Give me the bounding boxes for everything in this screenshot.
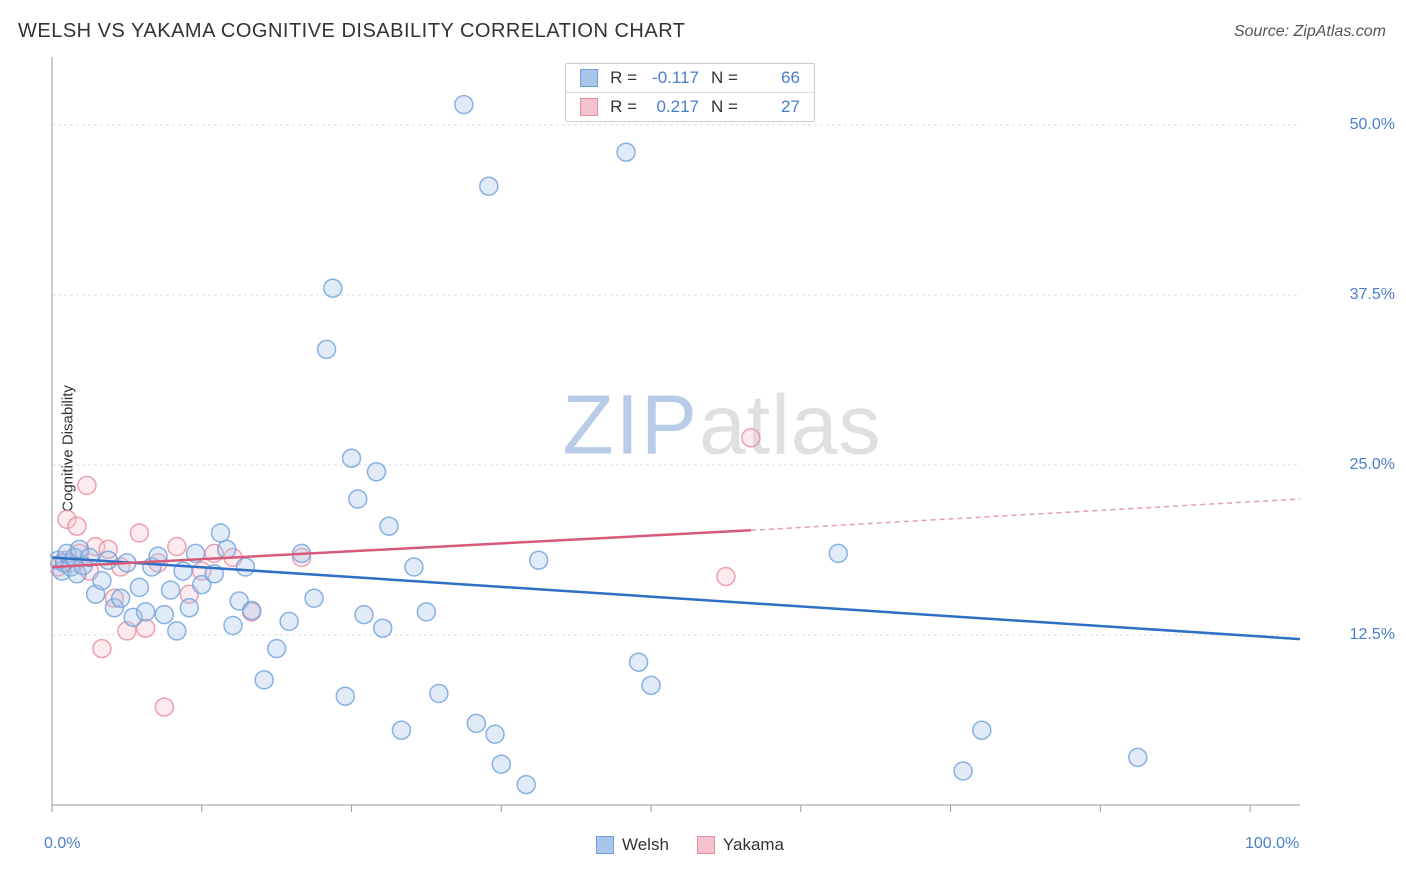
square-icon <box>697 836 715 854</box>
stat-r-value: 0.217 <box>649 97 699 117</box>
legend-item-yakama: Yakama <box>697 835 784 855</box>
stat-r-label: R = <box>610 68 637 88</box>
stat-n-label: N = <box>711 97 738 117</box>
y-tick-label: 12.5% <box>1350 626 1395 644</box>
y-tick-label: 37.5% <box>1350 286 1395 304</box>
legend-item-welsh: Welsh <box>596 835 669 855</box>
x-tick-label: 0.0% <box>44 835 80 853</box>
y-tick-label: 25.0% <box>1350 456 1395 474</box>
stats-box: R = -0.117 N = 66 R = 0.217 N = 27 <box>565 63 815 122</box>
legend-label: Welsh <box>622 835 669 855</box>
square-icon <box>596 836 614 854</box>
square-icon <box>580 69 598 87</box>
chart-area: Cognitive Disability ZIPatlas 12.5%25.0%… <box>50 55 1330 825</box>
chart-title: WELSH VS YAKAMA COGNITIVE DISABILITY COR… <box>18 20 686 43</box>
stat-r-value: -0.117 <box>649 68 699 88</box>
stats-row-welsh: R = -0.117 N = 66 <box>566 64 814 93</box>
stat-n-value: 66 <box>750 68 800 88</box>
stat-n-value: 27 <box>750 97 800 117</box>
y-tick-label: 50.0% <box>1350 116 1395 134</box>
x-tick-label: 100.0% <box>1245 835 1299 853</box>
scatter-plot <box>50 55 1330 825</box>
legend-label: Yakama <box>723 835 784 855</box>
legend: Welsh Yakama <box>596 835 784 855</box>
square-icon <box>580 98 598 116</box>
source-label: Source: ZipAtlas.com <box>1234 23 1386 41</box>
stat-r-label: R = <box>610 97 637 117</box>
stats-row-yakama: R = 0.217 N = 27 <box>566 93 814 121</box>
stat-n-label: N = <box>711 68 738 88</box>
